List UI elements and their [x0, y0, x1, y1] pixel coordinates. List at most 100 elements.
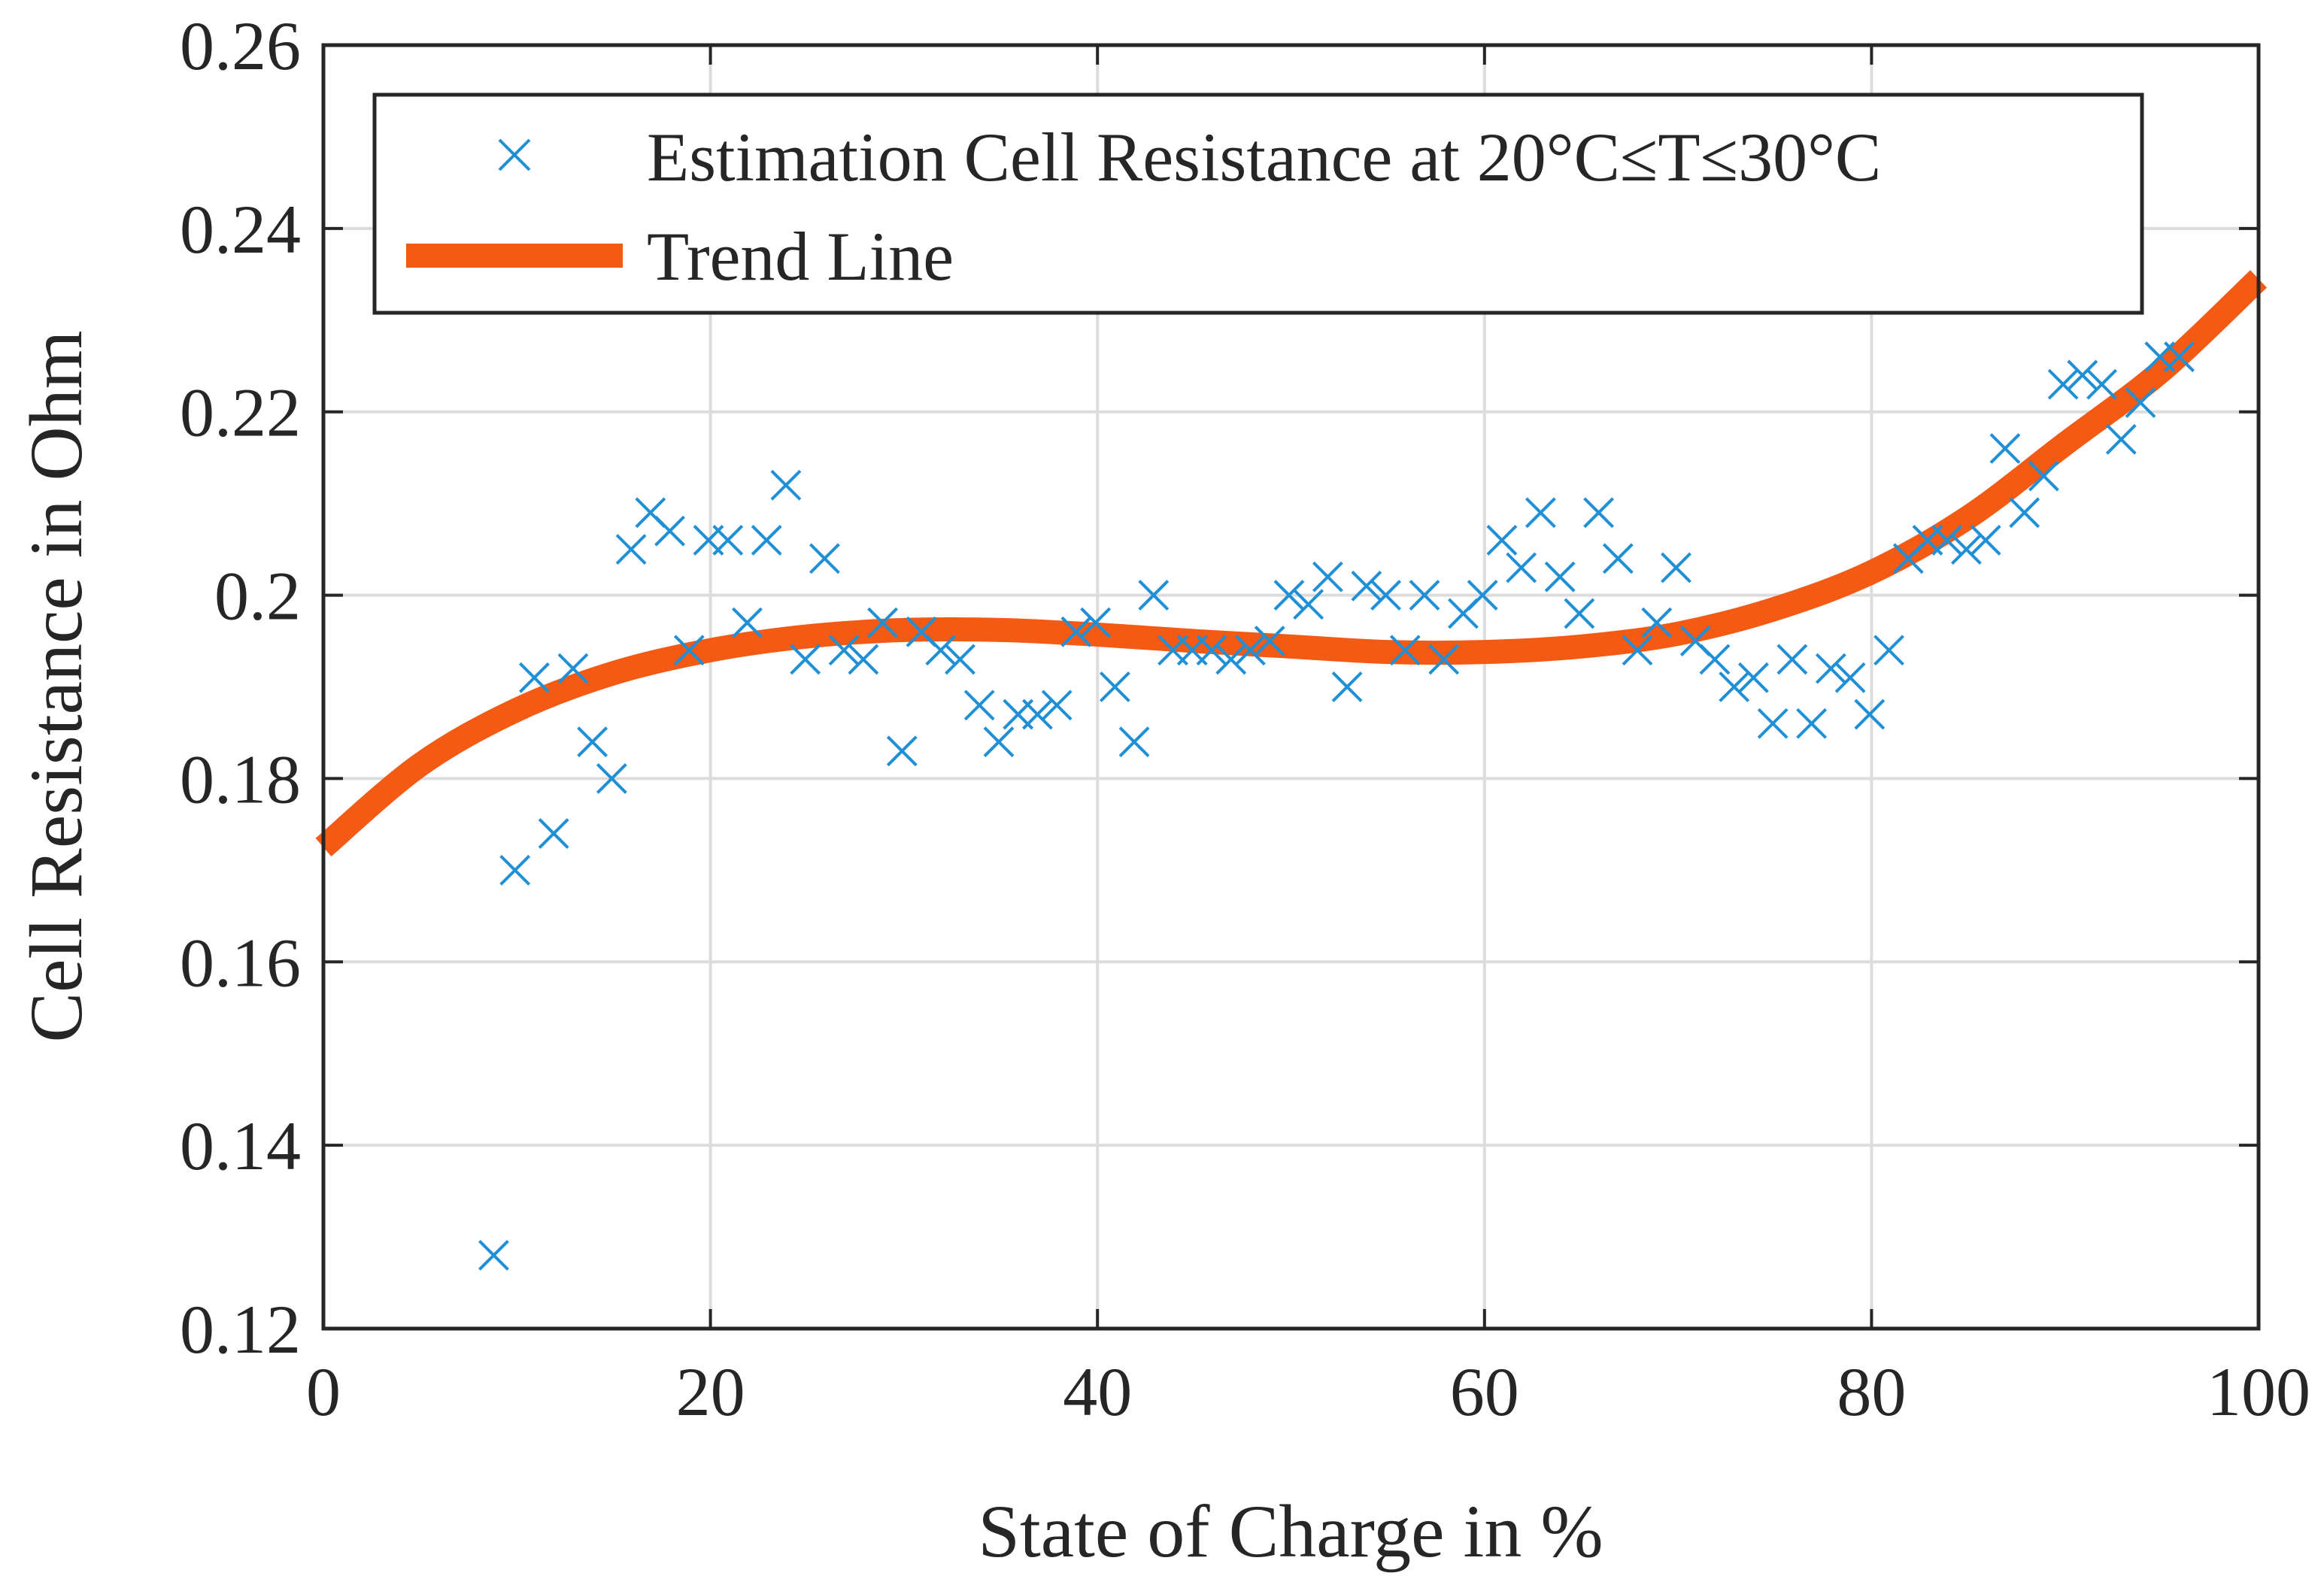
scatter-point — [1834, 662, 1866, 693]
x-axis-ticks: 0 20 40 60 80 100 — [306, 45, 2310, 1430]
scatter-point — [925, 635, 957, 666]
scatter-point — [1138, 580, 1170, 611]
scatter-point — [732, 607, 763, 638]
scatter-layer — [478, 341, 2195, 1271]
scatter-point — [1486, 525, 1518, 556]
x-tick-label: 20 — [676, 1353, 745, 1430]
scatter-point — [615, 534, 647, 565]
scatter-point — [1776, 644, 1808, 675]
scatter-point — [1022, 699, 1053, 730]
scatter-point — [1428, 644, 1460, 675]
scatter-point — [1951, 534, 1982, 565]
y-tick-label: 0.26 — [180, 8, 301, 84]
trend-line-layer — [315, 270, 2268, 857]
scatter-point — [654, 515, 685, 547]
scatter-point — [1719, 671, 1750, 702]
scatter-point — [1796, 708, 1828, 739]
scatter-point — [712, 525, 744, 556]
scatter-point — [1370, 580, 1401, 611]
scatter-point — [1099, 671, 1130, 702]
y-tick-label: 0.2 — [214, 558, 301, 635]
x-tick-label: 0 — [306, 1353, 341, 1430]
scatter-point — [1060, 616, 1092, 647]
y-tick-label: 0.22 — [180, 374, 301, 451]
scatter-point — [519, 662, 550, 693]
x-tick-label: 80 — [1837, 1353, 1906, 1430]
scatter-point — [557, 653, 589, 684]
scatter-point — [1080, 607, 1112, 638]
scatter-point — [1235, 635, 1266, 666]
x-tick-label: 40 — [1063, 1353, 1132, 1430]
scatter-point — [1467, 580, 1498, 611]
scatter-point — [2164, 341, 2195, 372]
axes-frame — [321, 43, 2261, 1331]
scatter-point — [1118, 726, 1150, 758]
scatter-point — [2105, 423, 2137, 455]
scatter-point — [848, 644, 879, 675]
y-tick-label: 0.16 — [180, 924, 301, 1001]
scatter-point — [751, 525, 782, 556]
scatter-point — [538, 818, 569, 849]
scatter-point — [577, 726, 608, 758]
scatter-point — [2028, 460, 2059, 492]
scatter-point — [1738, 662, 1769, 693]
scatter-point — [867, 607, 899, 638]
scatter-point — [1661, 552, 1691, 583]
y-tick-label: 0.14 — [180, 1108, 301, 1184]
scatter-point — [673, 635, 705, 666]
scatter-point — [1351, 570, 1382, 602]
scatter-point — [1583, 497, 1615, 529]
scatter-point — [1989, 433, 2021, 464]
scatter-point — [1525, 497, 1556, 529]
scatter-point — [1622, 635, 1653, 666]
scatter-point — [2047, 368, 2079, 400]
scatter-point — [2125, 387, 2156, 418]
scatter-point — [809, 543, 840, 574]
scatter-point — [1699, 644, 1731, 675]
y-tick-label: 0.18 — [180, 741, 301, 817]
scatter-point — [1931, 525, 1963, 556]
scatter-point — [1254, 626, 1285, 656]
scatter-point — [945, 644, 975, 675]
scatter-point — [1757, 708, 1789, 739]
legend-label-trend: Trend Line — [647, 218, 954, 295]
scatter-point — [770, 469, 802, 501]
scatter-point — [499, 854, 531, 886]
scatter-point — [790, 644, 821, 675]
legend-marker-x-icon — [498, 138, 531, 171]
x-axis-label: State of Charge in % — [978, 1490, 1603, 1573]
y-axis-ticks: 0.12 0.14 0.16 0.18 0.2 0.22 0.24 0.26 — [180, 8, 2259, 1368]
legend-box — [372, 92, 2144, 315]
scatter-point — [2086, 368, 2118, 400]
scatter-point — [1815, 653, 1846, 684]
scatter-point — [1564, 598, 1595, 629]
scatter-point — [1506, 552, 1537, 583]
x-tick-label: 60 — [1450, 1353, 1519, 1430]
scatter-point — [1544, 561, 1576, 592]
scatter-point — [1215, 644, 1247, 675]
scatter-point — [983, 726, 1015, 758]
scatter-point — [1273, 580, 1305, 611]
legend-label-scatter: Estimation Cell Resistance at 20°C≤T≤30°… — [647, 119, 1881, 195]
y-tick-label: 0.12 — [180, 1291, 301, 1368]
scatter-point — [478, 1240, 509, 1271]
y-axis-label: Cell Resistance in Ohm — [14, 330, 98, 1042]
scatter-point — [2067, 359, 2098, 391]
scatter-point — [1854, 699, 1886, 730]
scatter-point — [963, 689, 995, 721]
scatter-point — [1641, 607, 1673, 638]
scatter-point — [1331, 671, 1363, 702]
scatter-point — [1970, 525, 2001, 556]
legend: Estimation Cell Resistance at 20°C≤T≤30°… — [372, 92, 2144, 315]
scatter-point — [1389, 635, 1421, 666]
trend-line — [315, 270, 2268, 857]
scatter-point — [828, 635, 860, 666]
scatter-point — [596, 763, 627, 794]
scatter-point — [886, 735, 918, 767]
scatter-point — [1041, 689, 1072, 721]
y-tick-label: 0.24 — [180, 191, 301, 268]
x-tick-label: 100 — [2207, 1353, 2310, 1430]
scatter-point — [1409, 580, 1440, 611]
scatter-point — [1293, 589, 1324, 620]
